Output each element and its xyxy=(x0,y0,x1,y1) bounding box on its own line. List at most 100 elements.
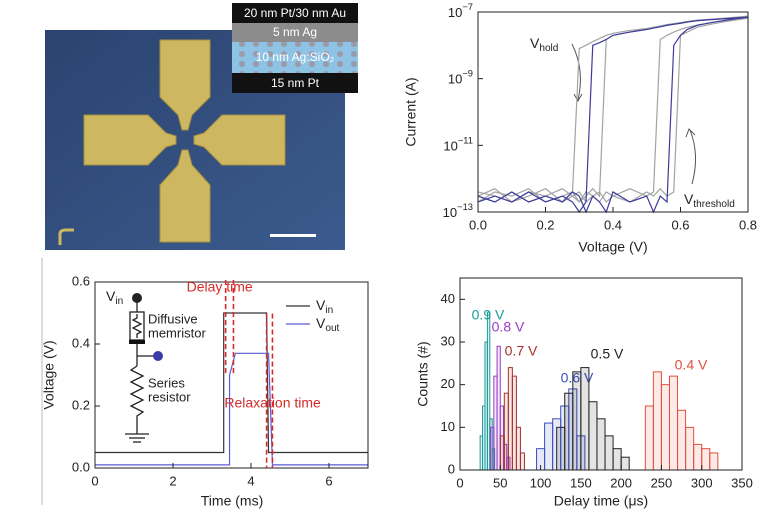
hist-bar xyxy=(652,371,662,471)
x-tick-label: 0 xyxy=(456,475,463,490)
y-tick-label: 30 xyxy=(441,333,455,348)
y-axis-label: Counts (#) xyxy=(415,341,431,406)
data-line xyxy=(477,16,749,214)
text-part: out xyxy=(325,323,339,334)
x-tick-label: 350 xyxy=(731,475,753,490)
annotation: Relaxation time xyxy=(224,395,321,411)
legend-label: Vout xyxy=(316,315,340,334)
hist-bar xyxy=(620,456,630,471)
x-tick-label: 250 xyxy=(651,475,673,490)
x-tick-label: 0.0 xyxy=(469,217,487,232)
hist-bar xyxy=(644,405,654,471)
hist-bar xyxy=(709,452,719,471)
inset-label: Series xyxy=(148,375,185,390)
y-tick-label: 0 xyxy=(448,461,455,476)
arrow-head xyxy=(573,93,583,103)
hist-bar xyxy=(677,409,687,471)
inset-label: memristor xyxy=(148,325,206,340)
micrograph: 20 nm Pt/30 nm Au 5 nm Ag 10 nm Ag:SiO₂ … xyxy=(45,3,358,250)
x-tick-label: 100 xyxy=(530,475,552,490)
node xyxy=(153,351,163,361)
layer-label: 10 nm Ag:SiO₂ xyxy=(256,50,335,64)
inset-label: Vin xyxy=(106,288,123,307)
hist-bar xyxy=(564,392,574,471)
hist-bar xyxy=(511,375,517,471)
text-part: 10 xyxy=(448,5,462,20)
arrow xyxy=(689,129,696,185)
y-tick-label: 0.0 xyxy=(72,459,90,474)
hist-bar xyxy=(588,401,598,471)
x-axis-label: Voltage (V) xyxy=(578,239,647,255)
y-tick-label: 10−7 xyxy=(448,2,473,20)
hist-bar xyxy=(519,452,525,471)
hist-bar xyxy=(507,367,513,471)
plot-frame xyxy=(459,277,743,471)
text-part: −7 xyxy=(462,2,473,12)
x-tick-label: 0 xyxy=(91,473,98,488)
x-tick-label: 6 xyxy=(325,473,332,488)
electrodes xyxy=(83,39,286,243)
text-part: V xyxy=(684,191,694,207)
x-tick-label: 50 xyxy=(493,475,507,490)
hist-bar xyxy=(556,426,566,471)
hist-bar xyxy=(572,371,582,471)
text-part: V xyxy=(106,288,116,304)
hist-bar xyxy=(685,426,695,471)
legend-label: Vin xyxy=(316,297,333,316)
x-tick-label: 0.8 xyxy=(739,217,757,232)
hist-bar xyxy=(668,375,679,471)
x-tick-label: 300 xyxy=(691,475,713,490)
scale-bar xyxy=(270,234,316,237)
layer-label: 5 nm Ag xyxy=(273,25,317,39)
hist-bar xyxy=(580,367,590,471)
data-line xyxy=(477,16,749,203)
data-line xyxy=(477,17,749,203)
y-axis-label: Voltage (V) xyxy=(41,340,57,409)
y-tick-label: 40 xyxy=(441,291,455,306)
marker xyxy=(58,228,74,245)
x-tick-label: 2 xyxy=(169,473,176,488)
node xyxy=(132,293,142,303)
text-part: −13 xyxy=(457,202,473,212)
text-part: −11 xyxy=(458,136,473,146)
text-part: 10 xyxy=(443,139,457,154)
x-tick-label: 0.4 xyxy=(604,217,622,232)
text-part: V xyxy=(316,297,326,313)
text-part: 10 xyxy=(448,72,462,87)
x-axis-label: Time (ms) xyxy=(201,493,263,509)
y-tick-label: 0.2 xyxy=(72,397,90,412)
x-tick-label: 0.2 xyxy=(536,217,554,232)
x-axis-label: Delay time (μs) xyxy=(554,493,648,509)
annotation: Vthreshold xyxy=(684,191,735,210)
text-part: threshold xyxy=(693,199,734,210)
x-tick-label: 200 xyxy=(610,475,632,490)
x-tick-label: 4 xyxy=(247,473,254,488)
hist-bar xyxy=(515,426,521,471)
y-tick-label: 20 xyxy=(441,376,455,391)
x-tick-label: 0.6 xyxy=(671,217,689,232)
layer-label: 20 nm Pt/30 nm Au xyxy=(244,6,346,20)
hist-bar xyxy=(499,435,505,471)
data-line xyxy=(477,15,749,203)
y-tick-label: 10 xyxy=(441,419,455,434)
series-label: 0.8 V xyxy=(492,319,525,335)
hist-bar xyxy=(660,384,670,471)
text-part: −9 xyxy=(462,69,473,79)
y-tick-label: 0.4 xyxy=(72,335,90,350)
plot-frame xyxy=(477,11,749,213)
hist-bar xyxy=(596,418,606,471)
text-part: V xyxy=(530,35,540,51)
data-line xyxy=(95,312,368,454)
hist-bar xyxy=(503,392,509,471)
text-part: 10 xyxy=(443,205,457,220)
arrow-head xyxy=(685,128,696,138)
series-label: 0.7 V xyxy=(505,343,538,359)
series-label: 0.6 V xyxy=(561,370,594,386)
text-part: in xyxy=(325,305,333,316)
plot-frame xyxy=(94,281,369,469)
text-part: V xyxy=(316,315,326,331)
text-part: hold xyxy=(539,43,558,54)
inset-label: resistor xyxy=(148,389,191,404)
